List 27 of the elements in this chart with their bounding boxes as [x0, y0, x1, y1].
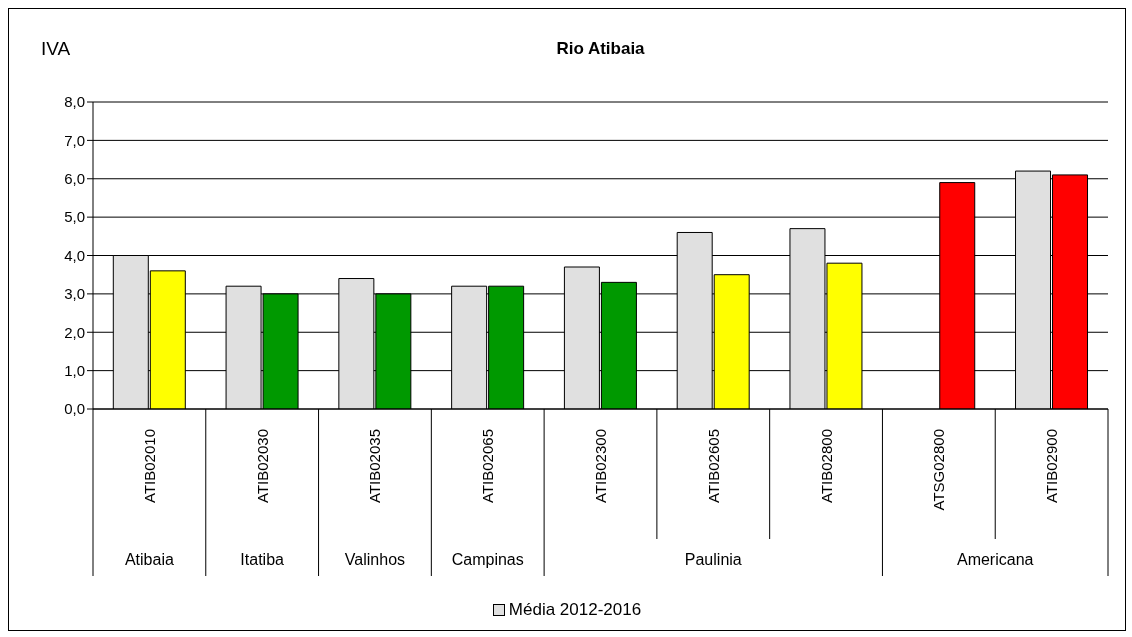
x-tick-label: ATIB02030	[253, 429, 271, 503]
y-axis-title: IVA	[41, 38, 71, 59]
y-tick-label: 8,0	[64, 93, 85, 111]
y-tick-label: 2,0	[64, 323, 85, 341]
y-tick-label: 6,0	[64, 170, 85, 188]
x-tick-label: ATIB02065	[479, 429, 497, 503]
legend-label: Média 2012-2016	[508, 600, 642, 620]
text: Itatiba	[240, 550, 285, 568]
x-tick-label: ATIB02605	[704, 429, 722, 503]
y-tick-label: 1,0	[64, 361, 85, 379]
text: Valinhos	[344, 550, 406, 568]
x-tick-label: ATIB02900	[1043, 429, 1061, 503]
x-tick-label: ATSG02800	[930, 429, 948, 511]
y-tick-label: 5,0	[64, 208, 85, 226]
text: Paulinia	[684, 550, 742, 568]
y-tick-label: 7,0	[64, 131, 85, 149]
text: Campinas	[451, 550, 524, 568]
y-tick-label: 0,0	[64, 400, 85, 418]
chart-title: Rio Atibaia	[556, 39, 646, 58]
text: Atibaia	[124, 550, 174, 568]
y-tick-label: 4,0	[64, 246, 85, 264]
x-tick-label: ATIB02010	[140, 429, 158, 503]
x-tick-label: ATIB02800	[817, 429, 835, 503]
y-tick-label: 3,0	[64, 285, 85, 303]
text: Americana	[956, 550, 1034, 568]
x-tick-label: ATIB02035	[366, 429, 384, 503]
x-tick-label: ATIB02300	[592, 429, 609, 503]
